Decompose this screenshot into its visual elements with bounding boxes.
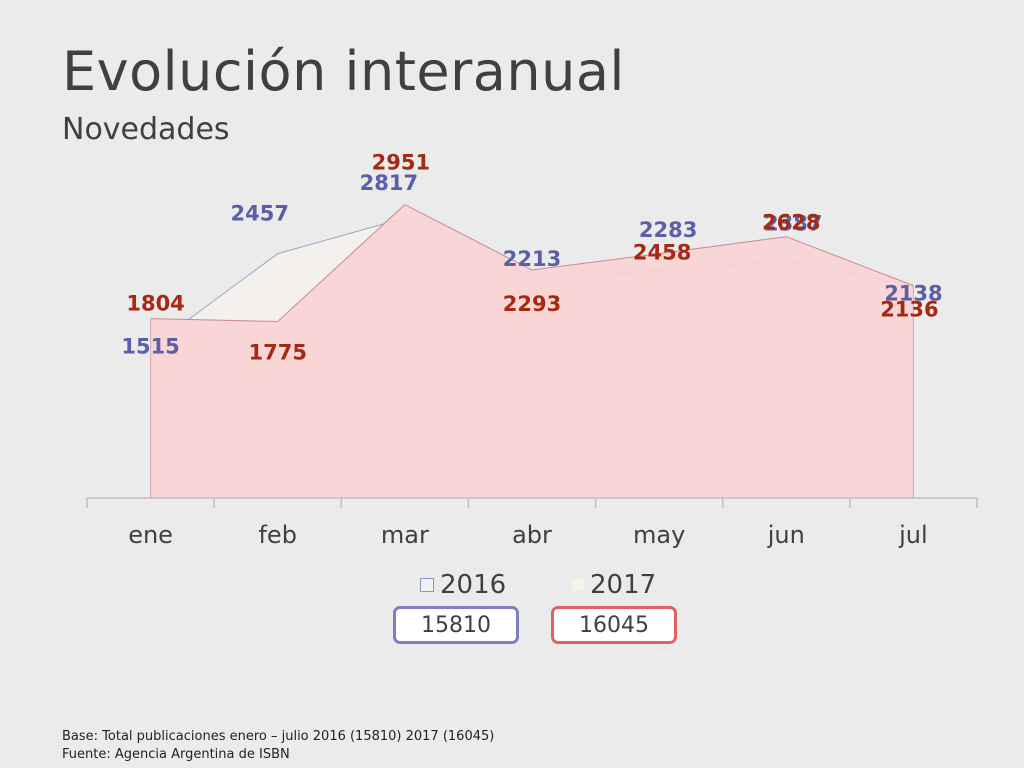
chart-legend: 2016 2017 — [0, 570, 1024, 610]
data-label-2016: 2457 — [230, 202, 288, 226]
x-tick-label: feb — [258, 521, 296, 549]
x-tick-label: ene — [128, 521, 173, 549]
data-label-2017: 1804 — [126, 292, 184, 316]
x-tick-label: mar — [381, 521, 429, 549]
data-label-2017: 2136 — [880, 298, 938, 322]
legend-swatch-2017 — [572, 579, 584, 591]
line-2017 — [150, 203, 914, 323]
area-2017 — [150, 204, 914, 498]
legend-swatch-2016 — [420, 578, 434, 592]
total-2017-box: 16045 — [551, 606, 677, 644]
legend-item-2016: 2016 — [420, 570, 506, 600]
area-chart: ene feb mar abr may jun jul 1515 2457 2817 2213 228… — [86, 151, 978, 549]
legend-label-2017: 2017 — [590, 570, 657, 600]
data-label-2017: 2628 — [762, 211, 820, 235]
data-label-2016: 2138 — [884, 281, 942, 305]
data-label-2017: 2293 — [503, 292, 561, 316]
footnote-base: Base: Total publicaciones enero – julio … — [62, 729, 495, 744]
legend-label-2016: 2016 — [440, 570, 507, 600]
footnote-source: Fuente: Agencia Argentina de ISBN — [62, 747, 290, 762]
page-subtitle: Novedades — [62, 112, 230, 147]
x-tick-label: jun — [767, 521, 805, 549]
page-title: Evolución interanual — [62, 40, 625, 103]
total-2016-box: 15810 — [393, 606, 519, 644]
data-label-2016: 2387 — [764, 212, 822, 236]
x-tick-label: may — [633, 521, 685, 549]
data-label-2017: 1775 — [248, 341, 306, 365]
data-label-2016: 2817 — [360, 171, 418, 195]
x-tick-label: abr — [512, 521, 552, 549]
data-label-2017: 2458 — [633, 241, 691, 265]
data-label-2016: 2213 — [503, 247, 561, 271]
legend-item-2017: 2017 — [572, 570, 656, 600]
data-label-2016: 2283 — [639, 218, 697, 242]
x-tick-label: jul — [898, 521, 928, 549]
data-label-2016: 1515 — [121, 334, 179, 358]
data-label-2017: 2951 — [372, 151, 430, 175]
